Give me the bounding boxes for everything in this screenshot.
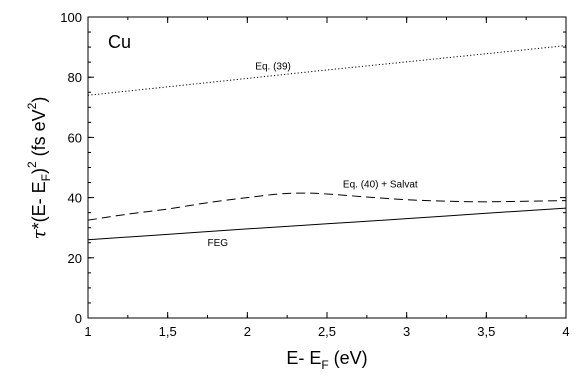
plot-frame: [87, 16, 567, 319]
series-annotation: Eq. (39): [255, 62, 291, 73]
series-annotation: Eq. (40) + Salvat: [343, 180, 418, 191]
series-line-eq-40-salvat: [87, 192, 567, 221]
y-tick-label: 20: [68, 251, 82, 266]
panel-label: Cu: [108, 32, 131, 52]
y-tick-label: 60: [68, 130, 82, 145]
x-tick-label: 1,5: [159, 324, 177, 339]
x-tick-label: 2: [244, 324, 251, 339]
y-tick-label: 100: [60, 10, 82, 25]
y-axis-title: τ*(E- EF)2 (fs eV2): [25, 97, 53, 240]
x-tick-label: 3: [403, 324, 410, 339]
plot-layer: Eq. (39) Eq. (40) + Salvat FEG: [87, 16, 567, 319]
y-axis-title-close: ): [29, 168, 49, 174]
y-axis-title-unit-sup: 2: [25, 102, 39, 109]
x-tick-label: 4: [562, 324, 569, 339]
x-tick-label: 3,5: [477, 324, 495, 339]
y-axis-title-unit-close: ): [29, 97, 49, 103]
series-line-eq-39: [87, 45, 567, 96]
y-axis-title-mid: *(E- E: [29, 181, 49, 229]
y-axis-title-unit-open: (fs eV: [29, 109, 49, 161]
x-axis-title: E- EF (eV): [286, 348, 367, 372]
y-axis-title-sub: F: [39, 174, 53, 181]
y-tick-label: 0: [75, 311, 82, 326]
x-axis-title-main: E- E: [286, 348, 321, 368]
y-axis-title-tau: τ: [29, 228, 50, 239]
series-annotation: FEG: [208, 238, 229, 249]
y-axis-title-sup: 2: [25, 161, 39, 168]
y-tick-label: 80: [68, 70, 82, 85]
y-tick-label: 40: [68, 191, 82, 206]
series-line-feg: [87, 207, 567, 241]
x-tick-label: 1: [84, 324, 91, 339]
x-axis-title-sub: F: [321, 358, 328, 372]
x-tick-label: 2,5: [318, 324, 336, 339]
x-axis-title-unit: (eV): [329, 348, 368, 368]
